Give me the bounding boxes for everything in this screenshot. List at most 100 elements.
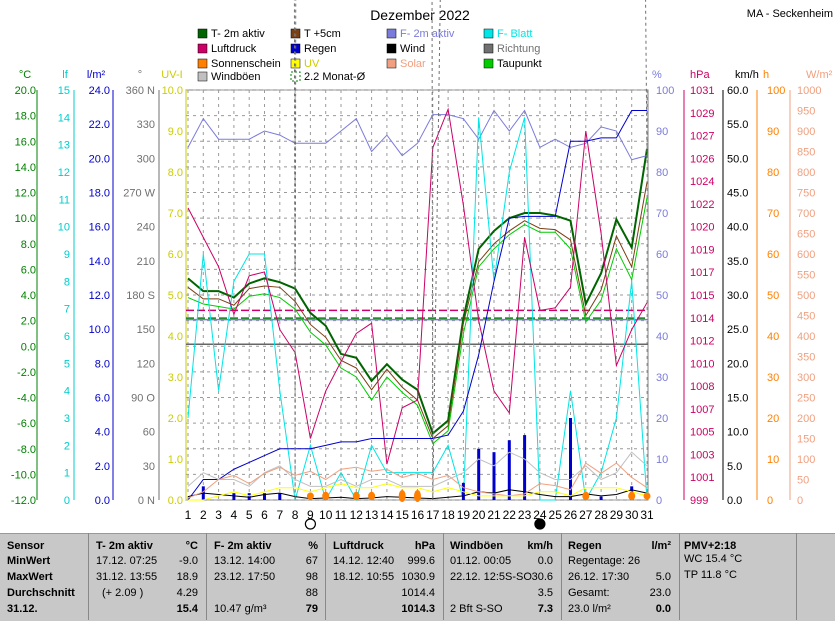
axis-tick-label: 1022 [690,199,714,211]
legend-label: Sonnenschein [211,58,281,70]
axis-tick-label: 9 [64,249,70,261]
axis-tick-label: 12 [58,167,70,179]
stats-unit: °C [185,540,198,552]
axis-tick-label: 600 [797,249,815,261]
legend-label: F- Blatt [497,28,532,40]
axis-tick-label: 60.0 [727,85,748,97]
axis-tick-label: 30 [656,372,668,384]
axis-tick-label: 200 [797,413,815,425]
x-tick-label: 11 [335,508,348,522]
x-tick-label: 1 [185,508,192,522]
legend-label: F- 2m aktiv [400,28,455,40]
chart-title: Dezember 2022 [370,7,470,23]
axis-tick-label: 0 [797,495,803,507]
stats-time: 23.12. 17:50 [214,571,276,583]
axis-tick-label: 35.0 [727,256,748,268]
series-line [187,148,648,436]
axis-tick-label: 5.0 [168,290,183,302]
axis-tick-label: 10 [656,454,668,466]
stats-value: 67 [305,555,318,567]
axis-tick-label: 900 [797,126,815,138]
stats-header: F- 2m aktiv [214,540,272,552]
axis-tick-label: 2.0 [168,413,183,425]
axis-tick-label: 50 [797,475,809,487]
axis-tick-label: 180 S [126,290,155,302]
axis-label: h [763,69,769,81]
x-tick-label: 8 [292,508,299,522]
stats-unit: % [308,540,318,552]
x-tick-label: 16 [411,508,425,522]
legend-swatch [483,58,494,69]
axis-tick-label: 60 [656,249,668,261]
legend-swatch [197,71,208,82]
legend-label: T- 2m aktiv [211,28,265,40]
stats-panel [0,533,835,621]
stats-time: 31.12. 13:55 [96,571,158,583]
axis-tick-label: 1026 [690,153,714,165]
sunshine-mark [398,490,406,502]
axis-tick-label: 0.0 [95,495,110,507]
legend-swatch [386,28,397,39]
axis-tick-label: 1029 [690,108,714,120]
axis-label: °C [19,69,31,81]
axis-tick-label: 8.0 [95,358,110,370]
sunshine-mark [306,492,314,500]
legend-label: Windböen [211,71,261,83]
x-tick-label: 29 [610,508,624,522]
axis-tick-label: 300 [137,153,155,165]
x-tick-label: 9 [307,508,314,522]
axis-tick-label: 10.0 [727,427,748,439]
stats-time: 2 Bft S-SO [450,603,503,615]
series-line [187,107,648,465]
sunshine-mark [352,491,360,501]
axis-tick-label: 1031 [690,85,714,97]
axis-tick-label: 1027 [690,131,714,143]
axis-tick-label: 150 [137,324,155,336]
legend-swatch [386,58,397,69]
axis-tick-label: 60 [767,249,779,261]
rain-bar [599,496,603,500]
axis-tick-label: 8.0 [168,167,183,179]
axis-tick-label: -10.0 [11,469,36,481]
axis-tick-label: 0.0 [727,495,742,507]
stats-header: PMV+2:18 [684,540,737,552]
axis-tick-label: 60 [143,427,155,439]
panel-divider [325,533,326,620]
axis-label: ° [138,69,142,81]
axis-tick-label: 7 [64,304,70,316]
axis-tick-label: 4.0 [21,290,36,302]
x-tick-label: 25 [549,508,563,522]
axis-tick-label: 15.0 [727,393,748,405]
axis-tick-label: 1014 [690,313,714,325]
legend-swatch [197,58,208,69]
axis-tick-label: 1.0 [168,454,183,466]
stats-value: 7.3 [537,603,553,615]
rain-bar [507,440,511,500]
legend-swatch [197,43,208,54]
rain-bar [492,452,496,500]
axis-tick-label: 25.0 [727,324,748,336]
x-tick-label: 13 [365,508,379,522]
stats-value: 18.9 [176,571,198,583]
x-tick-label: 15 [396,508,410,522]
rain-bar [569,418,572,500]
axis-tick-label: 30 [143,461,155,473]
axis-tick-label: 0 [64,495,70,507]
series-line [187,110,647,501]
axis-tick-label: 8 [64,276,70,288]
axis-tick-label: 50.0 [727,153,748,165]
stats-row-label: Durchschnitt [7,587,75,599]
weather-chart: Dezember 2022 MA - Seckenheim T- 2m aktiv T… [11,0,833,530]
axis-tick-label: 40 [656,331,668,343]
axis-tick-label: 10.0 [15,213,36,225]
axis-tick-label: 80 [656,167,668,179]
x-tick-label: 6 [261,508,268,522]
series-line [187,109,648,161]
stats-row: WC 15.4 °C [684,553,743,565]
axis-tick-label: 850 [797,147,815,159]
panel-divider [561,533,562,620]
axis-tick-label: 14.0 [89,256,110,268]
axis-tick-label: 5.0 [727,461,742,473]
axis-tick-label: 6.0 [95,393,110,405]
stats-row-label: MaxWert [7,571,53,583]
